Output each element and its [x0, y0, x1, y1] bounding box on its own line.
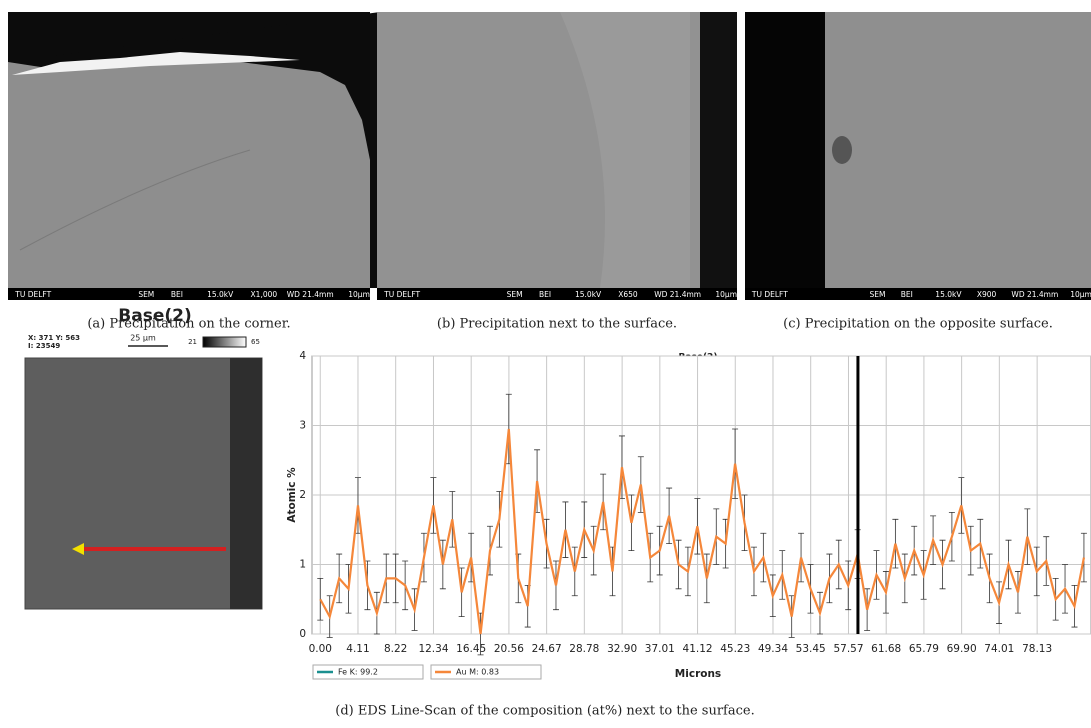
- caption: (a) Precipitation on the corner.: [87, 317, 290, 332]
- info-text: 10µm: [715, 290, 737, 299]
- x-tick-label: 37.01: [645, 643, 675, 655]
- x-tick-label: 74.01: [984, 643, 1014, 655]
- info-text: SEM: [870, 290, 886, 299]
- info-text: TU DELFT: [751, 290, 788, 299]
- legend-label: Au M: 0.83: [456, 668, 499, 677]
- info-text: X900: [977, 290, 997, 299]
- eds-map: Base(2) X: 371 Y: 563 I: 23549 25 µm 21 …: [24, 306, 263, 610]
- info-text: SEM: [138, 290, 154, 299]
- range-max: 65: [251, 338, 260, 346]
- x-tick-label: 45.23: [720, 643, 750, 655]
- x-tick-label: 0.00: [309, 643, 332, 655]
- legend-box: [430, 664, 542, 680]
- x-tick-label: 49.34: [758, 643, 788, 655]
- x-tick-label: 78.13: [1022, 643, 1052, 655]
- y-axis-label: Atomic %: [286, 467, 298, 523]
- info-text: X650: [618, 290, 638, 299]
- line-chart: Base(2) Atomic % Microns 012340.004.118.…: [286, 350, 1091, 680]
- x-tick-label: 24.67: [532, 643, 562, 655]
- y-tick-label: 4: [299, 350, 306, 362]
- x-tick-label: 41.12: [683, 643, 713, 655]
- y-tick-label: 0: [299, 628, 306, 640]
- caption: (c) Precipitation on the opposite surfac…: [783, 317, 1053, 332]
- x-tick-label: 65.79: [909, 643, 939, 655]
- x-tick-label: 12.34: [418, 643, 448, 655]
- sem-image-a: [8, 12, 380, 288]
- series-line: [319, 428, 1086, 635]
- info-text: BEI: [171, 290, 183, 299]
- x-tick-label: 69.90: [947, 643, 977, 655]
- info-text: BEI: [539, 290, 551, 299]
- info-bars: TU DELFT SEM BEI 15.0kV X1,000 WD 21.4mm 10µm (…: [8, 288, 1091, 332]
- sem-image-c: [745, 12, 1091, 288]
- info-bar: [745, 288, 1091, 300]
- info-text: 10µm: [1070, 290, 1091, 299]
- x-tick-label: 32.90: [607, 643, 637, 655]
- caption-d: (d) EDS Line-Scan of the composition (at…: [335, 704, 754, 719]
- map-title: Base(2): [118, 306, 191, 326]
- map-coords: X: 371 Y: 563: [28, 334, 80, 342]
- info-text: X1,000: [251, 290, 278, 299]
- legend-box: [312, 664, 424, 680]
- x-axis-label: Microns: [675, 668, 721, 680]
- x-tick-label: 16.45: [456, 643, 486, 655]
- x-tick-label: 4.11: [346, 643, 369, 655]
- info-text: TU DELFT: [14, 290, 51, 299]
- info-bar: [377, 288, 737, 300]
- info-text: 15.0kV: [207, 290, 234, 299]
- info-text: BEI: [901, 290, 913, 299]
- caption: (b) Precipitation next to the surface.: [437, 317, 677, 332]
- x-tick-label: 57.57: [833, 643, 863, 655]
- legend-label: Fe K: 99.2: [338, 668, 378, 677]
- x-tick-label: 8.22: [384, 643, 407, 655]
- map-intensity: I: 23549: [28, 342, 60, 350]
- info-text: WD 21.4mm: [287, 290, 334, 299]
- info-text: 15.0kV: [575, 290, 602, 299]
- y-tick-label: 1: [299, 559, 306, 571]
- info-text: 10µm: [348, 290, 370, 299]
- info-text: 15.0kV: [935, 290, 962, 299]
- y-tick-label: 2: [299, 489, 306, 501]
- y-tick-label: 3: [299, 420, 306, 432]
- x-tick-label: 28.78: [569, 643, 599, 655]
- map-scale: 25 µm: [130, 334, 156, 343]
- x-tick-label: 20.56: [494, 643, 524, 655]
- info-bar: [8, 288, 370, 300]
- x-tick-label: 61.68: [871, 643, 901, 655]
- sem-image-b: [377, 12, 737, 288]
- info-text: SEM: [507, 290, 523, 299]
- info-text: WD 21.4mm: [1011, 290, 1058, 299]
- range-min: 21: [188, 338, 197, 346]
- info-text: TU DELFT: [383, 290, 420, 299]
- x-tick-label: 53.45: [796, 643, 826, 655]
- info-text: WD 21.4mm: [654, 290, 701, 299]
